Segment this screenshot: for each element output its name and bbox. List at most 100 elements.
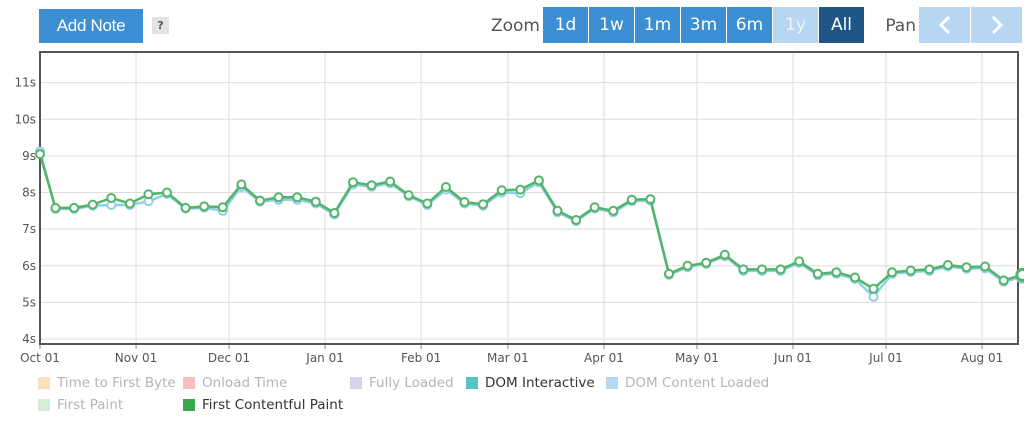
zoom-1w-button[interactable]: 1w <box>589 7 634 43</box>
x-tick-label: Apr 01 <box>584 351 624 365</box>
data-point[interactable] <box>348 177 358 188</box>
data-point[interactable] <box>69 202 80 213</box>
pan-left-button[interactable] <box>919 7 970 43</box>
data-point[interactable] <box>143 189 154 200</box>
data-point[interactable] <box>589 202 600 213</box>
legend-item-onload-time[interactable]: Onload Time <box>183 373 287 393</box>
data-point[interactable] <box>403 190 414 201</box>
data-point[interactable] <box>850 272 860 283</box>
data-point[interactable] <box>199 201 210 212</box>
data-point[interactable] <box>626 194 637 205</box>
data-point[interactable] <box>217 202 228 213</box>
x-tick-label: Oct 01 <box>20 351 60 365</box>
data-point[interactable] <box>775 264 786 275</box>
data-point[interactable] <box>124 198 135 209</box>
y-tick-label: 4s <box>22 332 36 346</box>
data-point[interactable] <box>905 265 916 276</box>
data-point[interactable] <box>682 260 693 271</box>
zoom-1y-button[interactable]: 1y <box>773 7 818 43</box>
data-point[interactable] <box>87 199 98 210</box>
data-point[interactable] <box>440 182 451 192</box>
legend-swatch <box>183 399 195 411</box>
data-point[interactable] <box>385 176 396 187</box>
data-point[interactable] <box>162 187 172 198</box>
add-note-button[interactable]: Add Note <box>39 9 143 43</box>
data-point[interactable] <box>608 205 619 216</box>
data-point[interactable] <box>924 264 935 275</box>
data-point[interactable] <box>664 268 674 279</box>
zoom-all-button[interactable]: All <box>819 7 864 43</box>
y-tick-label: 5s <box>22 295 36 309</box>
y-tick-label: 9s <box>22 149 36 163</box>
data-point[interactable] <box>701 257 712 268</box>
data-point[interactable] <box>719 249 730 260</box>
data-point[interactable] <box>571 215 582 225</box>
data-point[interactable] <box>255 195 265 206</box>
legend-swatch <box>606 377 618 389</box>
line-chart[interactable]: 4s 5s 6s 7s 8s 9s 10s 11s Oct 01 Nov 01 Dec 01 Jan … <box>0 0 1024 370</box>
legend-label: First Contentful Paint <box>202 397 344 413</box>
legend-item-first-paint[interactable]: First Paint <box>38 395 123 415</box>
data-point[interactable] <box>422 198 433 209</box>
legend-swatch <box>38 377 50 389</box>
data-point[interactable] <box>496 185 507 196</box>
legend-label: Fully Loaded <box>369 375 454 391</box>
legend-item-dom-content-loaded[interactable]: DOM Content Loaded <box>606 373 769 393</box>
legend-item-fully-loaded[interactable]: Fully Loaded <box>350 373 454 393</box>
data-point[interactable] <box>961 262 972 273</box>
x-tick-label: May 01 <box>675 351 719 365</box>
plot-border <box>39 51 1019 345</box>
legend-swatch <box>38 399 50 411</box>
data-point[interactable] <box>868 291 879 302</box>
y-tick-label: 6s <box>22 259 36 273</box>
zoom-6m-button[interactable]: 6m <box>727 7 772 43</box>
data-point[interactable] <box>35 149 45 160</box>
y-tick-label: 7s <box>22 222 36 236</box>
zoom-1d-button[interactable]: 1d <box>543 7 588 43</box>
zoom-button-group: 1d 1w 1m 3m 6m 1y All <box>543 7 864 43</box>
data-point[interactable] <box>459 197 470 207</box>
zoom-1m-button[interactable]: 1m <box>635 7 680 43</box>
data-point[interactable] <box>868 283 879 294</box>
data-point[interactable] <box>310 196 321 207</box>
legend-swatch <box>350 377 362 389</box>
zoom-3m-button[interactable]: 3m <box>681 7 726 43</box>
x-tick-label: Aug 01 <box>961 351 1004 365</box>
data-point[interactable] <box>273 192 284 203</box>
legend-item-time-to-first-byte[interactable]: Time to First Byte <box>38 373 176 393</box>
data-point[interactable] <box>887 267 898 278</box>
legend-label: DOM Content Loaded <box>625 375 770 391</box>
data-point[interactable] <box>180 202 191 213</box>
data-point[interactable] <box>794 256 805 267</box>
data-point[interactable] <box>998 275 1009 286</box>
y-tick-label: 8s <box>22 186 36 200</box>
data-point[interactable] <box>366 180 377 191</box>
data-point[interactable] <box>552 205 563 216</box>
data-point[interactable] <box>236 179 247 190</box>
pan-right-button[interactable] <box>971 7 1022 43</box>
data-point[interactable] <box>533 175 544 186</box>
data-point[interactable] <box>106 193 117 203</box>
legend-item-first-contentful-paint[interactable]: First Contentful Paint <box>183 395 343 415</box>
data-point[interactable] <box>329 208 340 218</box>
y-tick-label: 11s <box>14 76 36 90</box>
x-tick-label: Nov 01 <box>115 351 158 365</box>
data-point[interactable] <box>515 184 526 195</box>
data-point[interactable] <box>757 264 767 275</box>
data-point[interactable] <box>980 261 991 272</box>
legend-swatch <box>466 377 478 389</box>
data-point[interactable] <box>50 202 61 213</box>
data-point[interactable] <box>831 267 842 278</box>
data-point[interactable] <box>812 268 823 279</box>
data-point[interactable] <box>1015 267 1024 282</box>
x-tick-label: Feb 01 <box>401 351 441 365</box>
data-point[interactable] <box>478 199 489 210</box>
data-point[interactable] <box>292 192 303 203</box>
data-point[interactable] <box>738 264 749 275</box>
data-point[interactable] <box>645 194 656 205</box>
legend-item-dom-interactive[interactable]: DOM Interactive <box>466 373 595 393</box>
chevron-left-icon <box>938 15 950 35</box>
x-tick-label: Jan 01 <box>305 351 344 365</box>
help-icon[interactable]: ? <box>152 17 169 34</box>
data-point[interactable] <box>942 260 953 270</box>
